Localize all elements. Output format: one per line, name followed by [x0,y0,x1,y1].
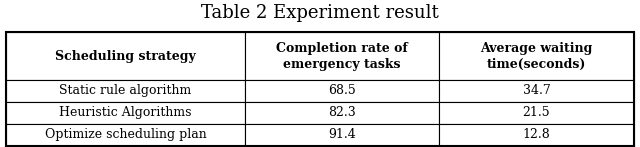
Text: Optimize scheduling plan: Optimize scheduling plan [45,128,207,141]
Bar [439,124,634,146]
Text: Table 2 Experiment result: Table 2 Experiment result [201,4,439,22]
Text: 82.3: 82.3 [328,106,356,119]
Bar [439,102,634,124]
Text: Static rule algorithm: Static rule algorithm [60,84,192,97]
Bar [244,80,439,102]
Bar [6,80,244,102]
Bar [244,32,439,80]
Text: Average waiting
time(seconds): Average waiting time(seconds) [480,42,593,71]
Text: 12.8: 12.8 [522,128,550,141]
Bar [244,102,439,124]
Text: Scheduling strategy: Scheduling strategy [55,50,196,63]
Text: Completion rate of
emergency tasks: Completion rate of emergency tasks [276,42,408,71]
Text: 91.4: 91.4 [328,128,356,141]
Text: 34.7: 34.7 [522,84,550,97]
Bar [6,102,244,124]
Bar [439,80,634,102]
Text: Heuristic Algorithms: Heuristic Algorithms [60,106,192,119]
Text: 21.5: 21.5 [523,106,550,119]
Bar [6,124,244,146]
Bar [244,124,439,146]
Bar [6,32,244,80]
Bar [439,32,634,80]
Text: 68.5: 68.5 [328,84,356,97]
